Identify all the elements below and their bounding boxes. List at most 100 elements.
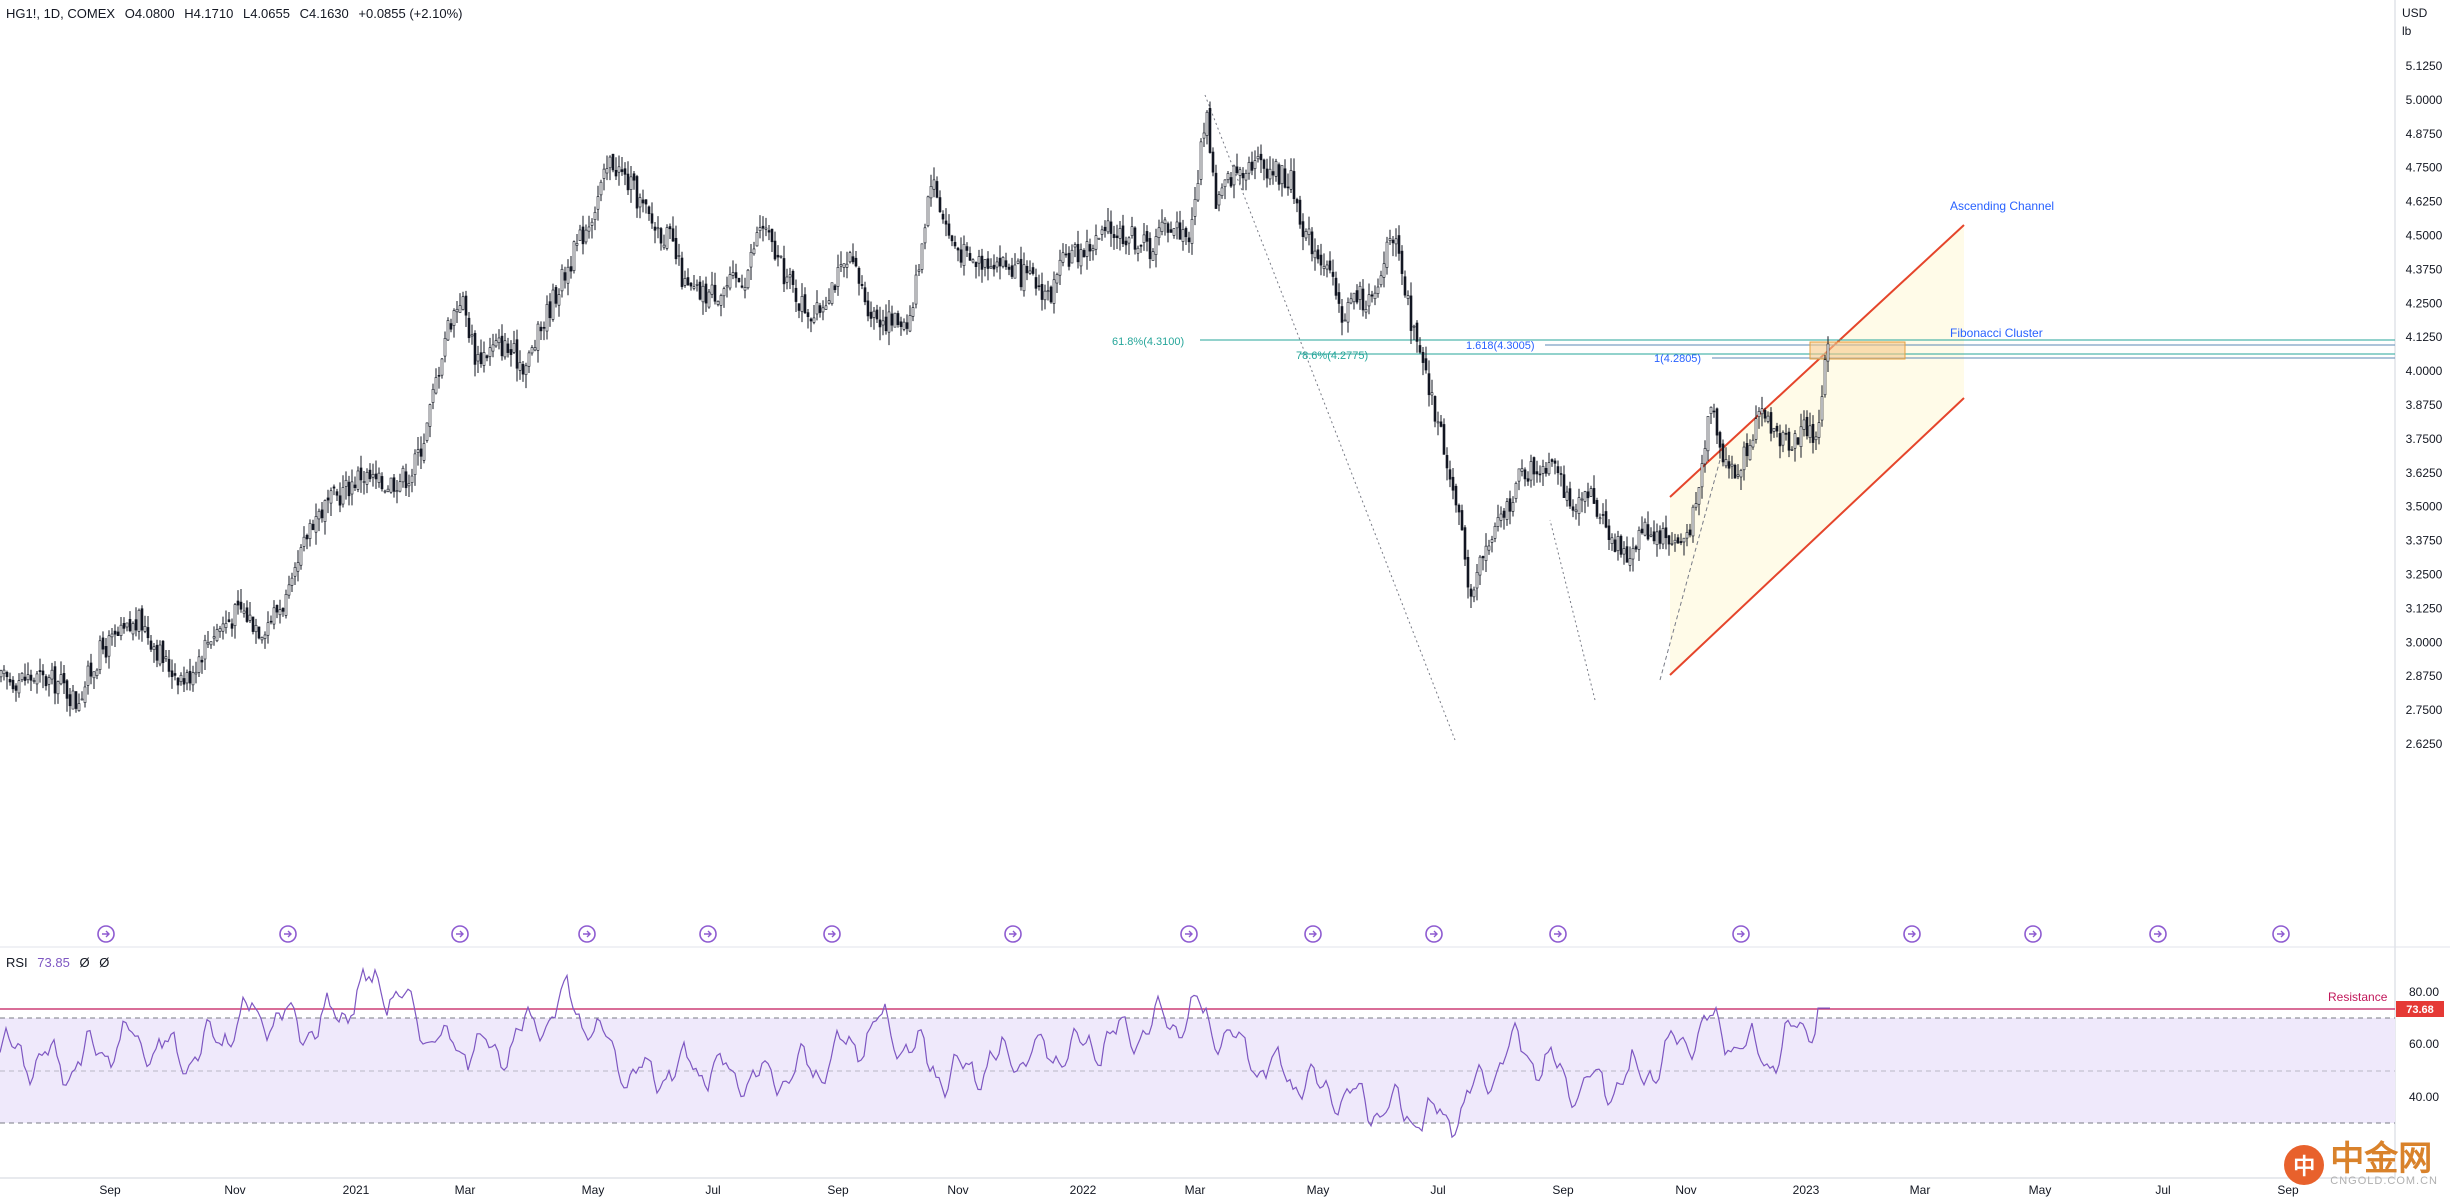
rsi-line[interactable]: [0, 966, 1830, 1139]
candle-body: [527, 352, 531, 367]
price-axis[interactable]: 5.1250 5.0000 4.8750 4.7500 4.6250 4.5000 4.37…: [2406, 59, 2443, 751]
candle-body: [1313, 250, 1317, 259]
candle-body: [1199, 141, 1203, 180]
channel-upper-line[interactable]: [1669, 224, 1965, 498]
candle-body: [1376, 286, 1380, 294]
candle-body: [383, 490, 387, 493]
candle-body: [143, 626, 147, 632]
candle-body: [1265, 168, 1269, 179]
candle-body: [884, 316, 888, 332]
candle-body: [80, 698, 84, 701]
candle-body: [1085, 241, 1089, 257]
event-marker-arrow: [1554, 930, 1562, 938]
candle-body: [440, 358, 444, 376]
candle-body: [35, 673, 39, 685]
candle-body: [275, 604, 279, 613]
candle-body: [341, 487, 345, 505]
candle-body: [1388, 238, 1392, 241]
time-tick-label: Sep: [99, 1183, 121, 1197]
rsi-header[interactable]: RSI 73.85 Ø Ø: [6, 955, 115, 970]
price-tick-label: 4.3750: [2406, 262, 2443, 276]
candle-body: [551, 289, 555, 320]
candle-body: [1193, 199, 1197, 217]
candle-body: [722, 288, 726, 297]
candle-body: [833, 285, 837, 291]
candle-body: [1760, 408, 1764, 415]
candle-body: [1136, 247, 1140, 254]
candle-body: [467, 317, 471, 339]
candle-body: [308, 523, 312, 539]
candle-body: [185, 672, 189, 684]
candle-body: [74, 691, 78, 709]
candle-body: [644, 199, 648, 205]
candle-body: [1004, 260, 1008, 268]
candle-body: [419, 448, 423, 457]
time-axis[interactable]: Sep Nov 2021 Mar May Jul Sep Nov 2022 Mar May Jul Se…: [99, 1183, 2299, 1197]
candle-body: [59, 674, 63, 685]
event-marker-arrow: [828, 930, 836, 938]
candle-body: [1415, 322, 1419, 342]
candle-body: [626, 173, 630, 191]
price-tick-label: 3.7500: [2406, 432, 2443, 446]
symbol-header[interactable]: HG1!, 1D, COMEX O4.0800 H4.1710 L4.0655 …: [6, 6, 468, 21]
price-tick-label: 3.1250: [2406, 601, 2443, 615]
candle-body: [1724, 459, 1728, 467]
candle-body: [692, 286, 696, 289]
candle-body: [539, 326, 543, 332]
candle-body: [860, 283, 864, 286]
candle-body: [1796, 437, 1800, 445]
candle-body: [239, 601, 243, 610]
candle-body: [875, 309, 879, 320]
candle-body: [197, 656, 201, 673]
candle-body: [719, 295, 723, 306]
candle-body: [20, 672, 24, 681]
candle-body: [1754, 418, 1758, 440]
candle-body: [1673, 539, 1677, 544]
time-tick-label: May: [2029, 1183, 2052, 1197]
candle-body: [494, 340, 498, 347]
candle-body: [593, 212, 597, 220]
candle-body: [1157, 227, 1161, 238]
candle-body: [1463, 527, 1467, 560]
candle-body: [38, 670, 42, 672]
candle-body: [1424, 358, 1428, 371]
candle-body: [1343, 319, 1347, 322]
candle-body: [1322, 265, 1326, 269]
channel-lower-line[interactable]: [1669, 397, 1965, 676]
candle-body: [62, 673, 66, 684]
candle-body: [1784, 433, 1788, 435]
candle-body: [1148, 238, 1152, 260]
symbol-label[interactable]: HG1!, 1D, COMEX: [6, 6, 116, 21]
candle-body: [1505, 501, 1509, 520]
candle-body: [299, 547, 303, 566]
candle-body: [980, 255, 984, 270]
candle-body: [365, 471, 369, 485]
candle-body: [491, 344, 495, 352]
candle-body: [1478, 556, 1482, 576]
candle-body: [947, 223, 951, 236]
candle-body: [203, 639, 207, 660]
candle-body: [476, 354, 480, 362]
candle-body: [1364, 309, 1368, 313]
rsi-label[interactable]: RSI: [6, 955, 28, 970]
fibonacci-cluster-box[interactable]: [1809, 341, 1906, 360]
candle-body: [923, 227, 927, 244]
candle-body: [863, 287, 867, 303]
candle-body: [707, 291, 711, 308]
rsi-tick-label: 40.00: [2409, 1090, 2439, 1104]
candle-body: [1301, 221, 1305, 237]
event-marker-arrow: [704, 930, 712, 938]
candle-body: [578, 229, 582, 241]
candle-body: [1427, 373, 1431, 396]
candle-body: [218, 628, 222, 632]
candle-body: [1130, 226, 1134, 236]
candle-body: [1112, 234, 1116, 238]
candle-body: [1541, 466, 1545, 474]
close-value: C4.1630: [299, 6, 349, 21]
candle-body: [1538, 473, 1542, 476]
candle-body: [1109, 221, 1113, 234]
candle-body: [410, 475, 414, 483]
rsi-axis: 80.00 60.00 40.00: [2409, 985, 2439, 1104]
candle-body: [932, 179, 936, 190]
